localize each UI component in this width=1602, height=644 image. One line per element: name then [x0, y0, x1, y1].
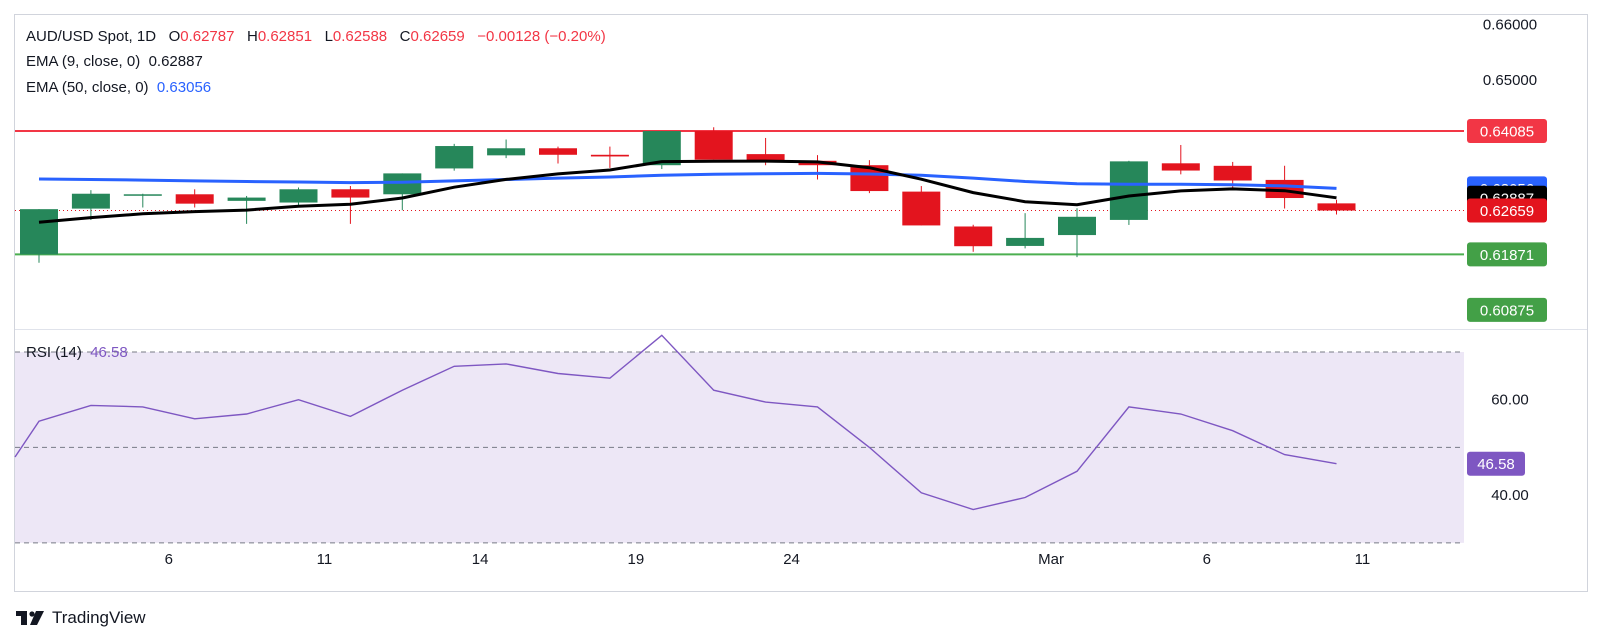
price-label-box — [1467, 198, 1547, 223]
bear-candle — [694, 131, 733, 160]
price-label-box — [1467, 119, 1547, 144]
price-label-text: 0.64085 — [1480, 124, 1534, 141]
ema50-legend-value: 0.63056 — [156, 79, 212, 96]
rsi-last-box — [1467, 451, 1525, 476]
low-value: 0.62588 — [332, 28, 388, 45]
bull-candle — [20, 209, 58, 255]
bull-candle — [227, 197, 266, 201]
date-tick-label: 6 — [165, 551, 173, 568]
price-label-text: 0.61871 — [1480, 247, 1534, 264]
price-label-text: 0.62659 — [1480, 203, 1534, 220]
close-value: 0.62659 — [410, 28, 465, 45]
bull-candle — [642, 131, 681, 166]
rsi-legend-value: 46.58 — [90, 344, 128, 361]
ohlc-legend: AUD/USD Spot, 1D O0.62787 H0.62851 L0.62… — [26, 28, 606, 45]
ema50-label: EMA (50, close, 0) — [26, 79, 149, 96]
bull-candle — [123, 194, 162, 196]
rsi-label: RSI (14) — [26, 344, 82, 361]
open-label: O — [168, 28, 181, 45]
date-tick-label: 6 — [1203, 551, 1211, 568]
rsi-last-text: 46.58 — [1477, 456, 1515, 473]
ema9-label: EMA (9, close, 0) — [26, 53, 141, 70]
bull-candle — [435, 146, 474, 169]
bear-candle — [1161, 163, 1200, 171]
symbol-label: AUD/USD Spot, 1D — [26, 28, 157, 45]
date-tick-label: Mar — [1038, 551, 1064, 568]
tradingview-logo[interactable]: TradingView — [16, 608, 146, 628]
rsi-tick-label: 40.00 — [1491, 487, 1529, 504]
bull-candle — [71, 193, 110, 209]
price-label-box — [1467, 242, 1547, 267]
date-tick-label: 11 — [317, 551, 333, 568]
price-label-text: 0.60875 — [1480, 302, 1534, 319]
bear-candle — [954, 226, 993, 247]
rsi-line — [14, 334, 1337, 511]
bear-candle — [175, 194, 214, 204]
bull-candle — [1006, 237, 1045, 246]
bear-candle — [539, 148, 577, 155]
rsi-legend: RSI (14) 46.58 — [26, 344, 128, 361]
low-label: L — [324, 28, 333, 45]
bear-candle — [1213, 165, 1252, 181]
date-tick-label: 19 — [628, 551, 645, 568]
close-label: C — [399, 28, 411, 45]
date-tick-label: 14 — [472, 551, 489, 568]
high-label: H — [246, 28, 258, 45]
price-tick-label: 0.65000 — [1483, 72, 1537, 89]
bull-candle — [1058, 216, 1096, 236]
bear-candle — [902, 191, 941, 226]
bear-candle — [590, 154, 629, 157]
chart-frame — [14, 14, 1588, 592]
bear-candle — [1317, 203, 1356, 211]
price-label-box — [1467, 297, 1547, 322]
bull-candle — [383, 173, 422, 195]
date-tick-label: 11 — [1355, 551, 1371, 568]
open-value: 0.62787 — [180, 28, 235, 45]
brand-name: TradingView — [52, 608, 146, 627]
bear-candle — [746, 154, 785, 161]
ema9-legend: EMA (9, close, 0) 0.62887 — [26, 53, 203, 70]
bull-candle — [1109, 161, 1148, 220]
rsi-tick-label: 60.00 — [1491, 392, 1529, 409]
date-tick-label: 24 — [783, 551, 800, 568]
bear-candle — [331, 189, 370, 198]
change-value: −0.00128 (−0.20%) — [477, 28, 606, 45]
ema9-legend-value: 0.62887 — [148, 53, 203, 70]
ema50-legend: EMA (50, close, 0) 0.63056 — [26, 79, 211, 96]
ema9-line — [38, 159, 1337, 224]
ema50-line — [38, 171, 1337, 190]
price-tick-label: 0.66000 — [1483, 16, 1537, 33]
bull-candle — [279, 189, 318, 203]
bull-candle — [487, 148, 526, 156]
tradingview-logo-icon — [16, 611, 44, 625]
high-value: 0.62851 — [257, 28, 313, 45]
